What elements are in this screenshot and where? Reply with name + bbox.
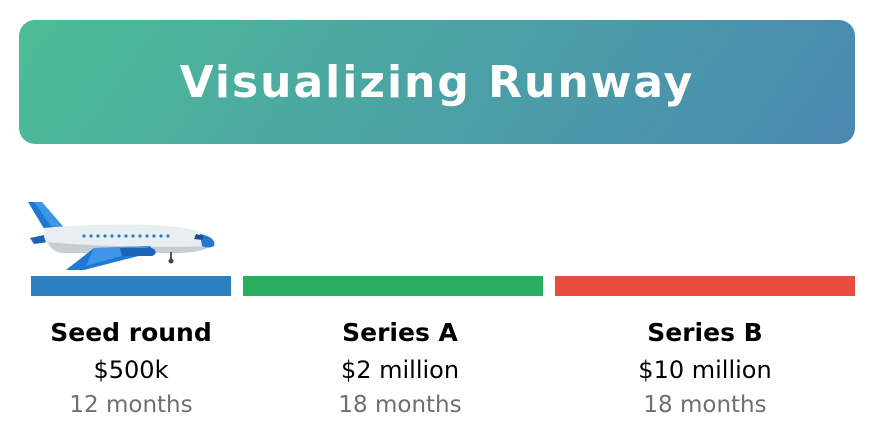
- stage-duration: 18 months: [643, 392, 767, 418]
- stage-name: Seed round: [50, 318, 212, 347]
- stage-seed: Seed round $500k 12 months: [31, 316, 231, 420]
- runway-segment-series-a: [243, 276, 543, 296]
- stage-amount: $2 million: [340, 356, 460, 384]
- runway-segment-series-b: [555, 276, 855, 296]
- airplane-icon: [28, 202, 215, 270]
- stage-name: Series B: [647, 318, 763, 347]
- title-banner: Visualizing Runway: [19, 20, 855, 144]
- stage-duration: 18 months: [338, 392, 462, 418]
- stage-series-a: Series A $2 million 18 months: [243, 316, 557, 420]
- stage-series-b: Series B $10 million 18 months: [555, 316, 855, 420]
- stage-amount: $500k: [93, 356, 169, 384]
- stage-amount: $10 million: [638, 356, 772, 384]
- stage-name: Series A: [342, 318, 458, 347]
- stage-duration: 12 months: [69, 392, 193, 418]
- page-title: Visualizing Runway: [179, 56, 695, 108]
- runway-segment-seed: [31, 276, 231, 296]
